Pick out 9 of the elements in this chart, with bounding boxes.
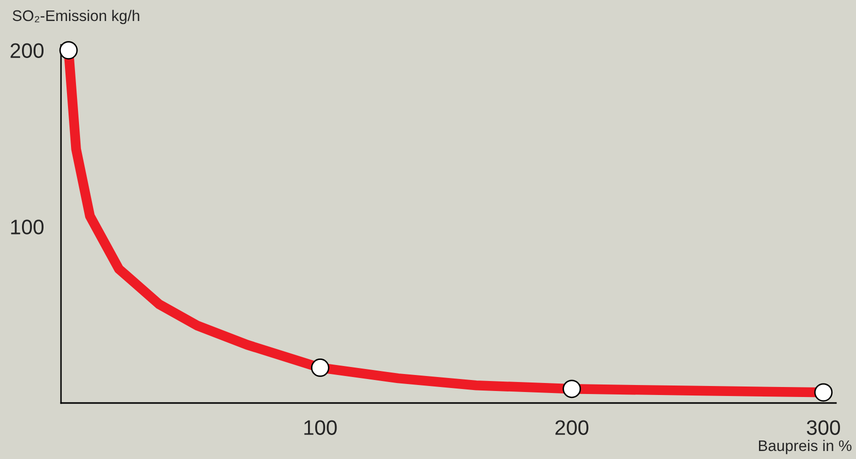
x-axis-title: Baupreis in % xyxy=(758,440,852,454)
x-tick-label: 200 xyxy=(555,420,588,435)
x-tick-label: 100 xyxy=(304,420,337,435)
point xyxy=(310,358,330,377)
point xyxy=(562,380,581,398)
y-axis-title: SO₂-Emission kg/h xyxy=(12,10,140,24)
point xyxy=(814,383,833,402)
x-tick-label: 300 xyxy=(806,420,840,435)
point xyxy=(59,41,78,60)
